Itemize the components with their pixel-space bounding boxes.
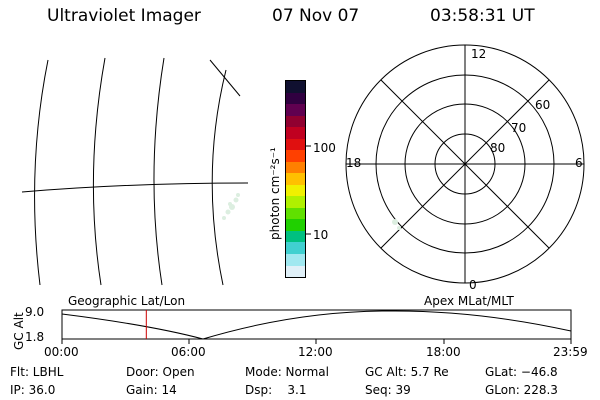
aurora-speckle bbox=[222, 193, 240, 220]
longitude-line-4 bbox=[211, 69, 227, 286]
latitude-line bbox=[21, 182, 249, 193]
xtick-label-1200: 12:00 bbox=[298, 345, 333, 359]
colorbar-segment bbox=[286, 253, 305, 266]
instrument-title: Ultraviolet Imager bbox=[47, 6, 201, 26]
colorbar-segment bbox=[286, 265, 305, 278]
colorbar-segment bbox=[286, 150, 305, 162]
mlt-label-18: 18 bbox=[346, 156, 362, 170]
colorbar-segment bbox=[286, 92, 305, 105]
colorbar-segment bbox=[286, 115, 305, 128]
lat-label-80: 80 bbox=[490, 141, 506, 155]
orbit-altitude-curve bbox=[61, 310, 572, 340]
polar-diagonal-2 bbox=[380, 79, 550, 249]
colorbar-segment bbox=[286, 230, 305, 243]
mlt-label-12: 12 bbox=[471, 47, 487, 61]
longitude-line-1 bbox=[34, 59, 49, 286]
colorbar-tick-100: 100 bbox=[313, 141, 336, 155]
colorbar-segment bbox=[286, 207, 305, 220]
colorbar-segment bbox=[286, 219, 305, 231]
gc-altitude-info: GC Alt: 5.7 Re bbox=[365, 365, 449, 379]
mlt-label-6: 6 bbox=[575, 156, 583, 170]
xtick-label-0600: 06:00 bbox=[171, 345, 206, 359]
colorbar-tick-10: 10 bbox=[313, 228, 329, 242]
longitude-line-2 bbox=[92, 57, 106, 286]
longitude-line-3 bbox=[153, 57, 165, 286]
filter-info: Flt: LBHL bbox=[10, 365, 64, 379]
timeline-ytick-low: 1.8 bbox=[25, 330, 45, 344]
timeline-frame bbox=[61, 309, 572, 340]
sequence-info: Seq: 39 bbox=[365, 383, 411, 397]
geo-lat-info: GLat: −46.8 bbox=[485, 365, 558, 379]
apex-caption: Apex MLat/MLT bbox=[424, 294, 514, 308]
mlt-label-0: 0 bbox=[469, 278, 477, 292]
colorbar-segment bbox=[286, 127, 305, 139]
date-label: 07 Nov 07 bbox=[272, 6, 360, 26]
time-label: 03:58:31 UT bbox=[430, 6, 535, 26]
xtick-label-0000: 00:00 bbox=[44, 345, 79, 359]
lat-label-60: 60 bbox=[535, 98, 551, 112]
door-info: Door: Open bbox=[126, 365, 195, 379]
dsp-info: Dsp: 3.1 bbox=[245, 383, 307, 397]
timeline-ytick-high: 9.0 bbox=[25, 305, 45, 319]
colorbar-ticks bbox=[305, 145, 311, 235]
geographic-caption: Geographic Lat/Lon bbox=[68, 294, 186, 308]
ip-info: IP: 36.0 bbox=[10, 383, 56, 397]
colorbar-segment bbox=[286, 81, 305, 93]
gain-info: Gain: 14 bbox=[126, 383, 177, 397]
colorbar-segment bbox=[286, 173, 305, 185]
mode-info: Mode: Normal bbox=[245, 365, 329, 379]
xtick-label-2359: 23:59 bbox=[553, 345, 588, 359]
colorbar bbox=[285, 80, 306, 278]
colorbar-segment bbox=[286, 104, 305, 116]
colorbar-segment bbox=[286, 196, 305, 208]
geo-lon-info: GLon: 228.3 bbox=[485, 383, 558, 397]
lat-label-70: 70 bbox=[511, 121, 527, 135]
longitude-line-5 bbox=[209, 59, 241, 97]
colorbar-segment bbox=[286, 161, 305, 174]
colorbar-segment bbox=[286, 138, 305, 151]
colorbar-segment bbox=[286, 242, 305, 254]
xtick-label-1800: 18:00 bbox=[426, 345, 461, 359]
polar-aurora-speckle bbox=[392, 219, 401, 230]
colorbar-segment bbox=[286, 184, 305, 197]
